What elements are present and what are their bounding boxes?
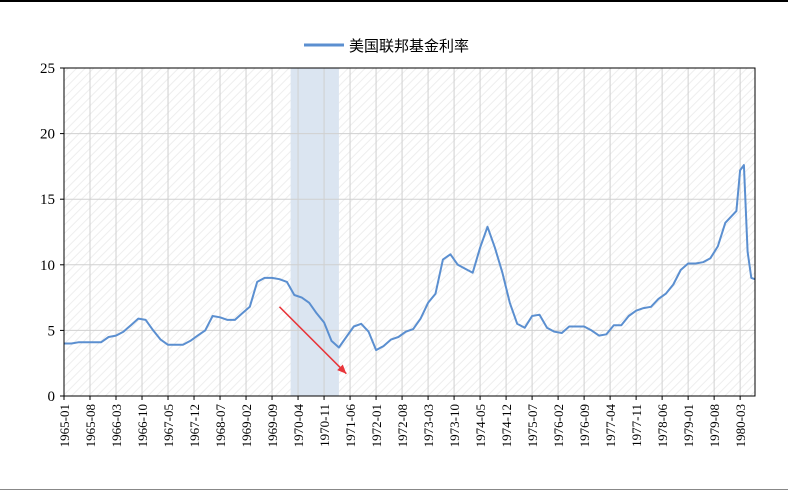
y-tick-label: 5 xyxy=(48,323,56,339)
x-tick-label: 1980-03 xyxy=(733,404,748,447)
x-tick-label: 1978-06 xyxy=(655,404,670,448)
x-tick-label: 1973-03 xyxy=(421,404,436,447)
x-tick-label: 1965-01 xyxy=(57,404,72,447)
x-tick-label: 1972-01 xyxy=(369,404,384,447)
x-tick-label: 1979-08 xyxy=(707,404,722,447)
x-tick-label: 1974-05 xyxy=(473,404,488,447)
y-tick-label: 20 xyxy=(40,127,55,143)
x-tick-label: 1971-06 xyxy=(343,404,358,448)
x-tick-label: 1968-07 xyxy=(213,404,228,448)
plot-area xyxy=(64,68,755,396)
x-tick-label: 1966-10 xyxy=(135,404,150,447)
y-tick-label: 10 xyxy=(40,258,55,274)
x-tick-label: 1967-05 xyxy=(161,404,176,447)
x-tick-label: 1974-12 xyxy=(499,404,514,447)
y-tick-label: 15 xyxy=(40,192,55,208)
x-tick-label: 1967-12 xyxy=(187,404,202,447)
y-tick-label: 0 xyxy=(48,389,56,405)
x-tick-label: 1970-11 xyxy=(317,404,332,447)
x-tick-label: 1976-09 xyxy=(577,404,592,447)
x-tick-label: 1965-08 xyxy=(83,404,98,447)
x-tick-label: 1975-07 xyxy=(525,404,540,448)
x-tick-label: 1969-09 xyxy=(265,404,280,447)
plot-frame xyxy=(63,67,756,397)
y-tick-label: 25 xyxy=(40,61,55,77)
annotation-arrow-shaft xyxy=(278,306,347,375)
x-tick-label: 1966-03 xyxy=(109,404,124,447)
x-tick-label: 1970-04 xyxy=(291,404,306,448)
x-tick-label: 1979-01 xyxy=(681,404,696,447)
series-line-fed-funds-rate xyxy=(64,164,756,352)
x-tick-label: 1973-10 xyxy=(447,404,462,447)
top-rule xyxy=(0,0,788,2)
legend-label: 美国联邦基金利率 xyxy=(349,37,469,55)
bottom-rule xyxy=(0,489,788,490)
annotation-arrow-head xyxy=(337,364,347,374)
x-tick-label: 1972-08 xyxy=(395,404,410,447)
x-tick-label: 1977-04 xyxy=(603,404,618,448)
x-tick-label: 1969-02 xyxy=(239,404,254,447)
x-tick-label: 1976-02 xyxy=(551,404,566,447)
x-tick-label: 1977-11 xyxy=(629,404,644,447)
